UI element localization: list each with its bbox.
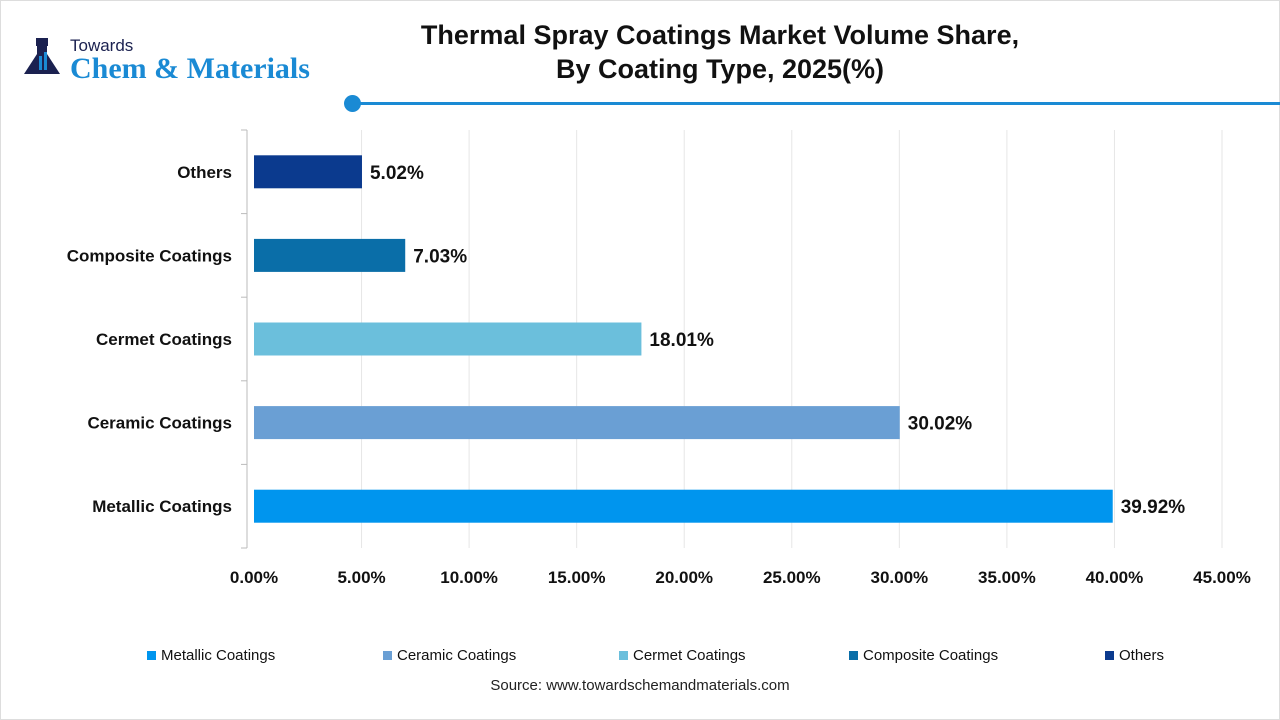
bar-others bbox=[254, 155, 362, 189]
legend-item: Metallic Coatings bbox=[147, 647, 275, 664]
data-label: 18.01% bbox=[649, 330, 714, 351]
x-tick-label: 20.00% bbox=[655, 568, 713, 587]
x-tick-label: 35.00% bbox=[978, 568, 1036, 587]
data-label: 5.02% bbox=[370, 163, 424, 184]
legend-swatch bbox=[849, 651, 858, 660]
legend-swatch bbox=[383, 651, 392, 660]
y-category-label: Cermet Coatings bbox=[96, 330, 232, 349]
source-text: Source: www.towardschemandmaterials.com bbox=[490, 677, 790, 694]
flask-icon bbox=[24, 38, 60, 74]
data-label: 7.03% bbox=[413, 246, 467, 267]
legend-swatch bbox=[147, 651, 156, 660]
title-line-2: By Coating Type, 2025(%) bbox=[555, 54, 885, 84]
x-tick-label: 5.00% bbox=[337, 568, 385, 587]
data-label: 30.02% bbox=[908, 414, 973, 435]
y-category-label: Composite Coatings bbox=[67, 246, 232, 265]
legend-swatch bbox=[1105, 651, 1114, 660]
legend-label: Cermet Coatings bbox=[633, 647, 746, 664]
legend-item: Ceramic Coatings bbox=[383, 647, 516, 664]
legend-item: Others bbox=[1105, 647, 1164, 664]
legend-label: Composite Coatings bbox=[863, 647, 999, 664]
x-tick-label: 0.00% bbox=[230, 568, 278, 587]
legend-item: Composite Coatings bbox=[849, 647, 998, 664]
chart-title: Thermal Spray Coatings Market Volume Sha… bbox=[380, 18, 1060, 86]
logo-text-brand: Chem & Materials bbox=[70, 52, 310, 85]
title-rule-dot bbox=[344, 95, 361, 112]
x-tick-label: 15.00% bbox=[548, 568, 606, 587]
legend-label: Others bbox=[1119, 647, 1165, 664]
legend-label: Metallic Coatings bbox=[161, 647, 276, 664]
x-tick-label: 45.00% bbox=[1193, 568, 1251, 587]
title-line-1: Thermal Spray Coatings Market Volume Sha… bbox=[420, 20, 1020, 50]
y-category-label: Metallic Coatings bbox=[92, 497, 232, 516]
legend-label: Ceramic Coatings bbox=[397, 647, 517, 664]
bar-metallic-coatings bbox=[254, 489, 1113, 523]
bar-composite-coatings bbox=[254, 238, 406, 272]
legend-item: Cermet Coatings bbox=[619, 647, 746, 664]
x-tick-label: 25.00% bbox=[763, 568, 821, 587]
title-rule bbox=[360, 102, 1280, 105]
y-category-label: Others bbox=[177, 163, 232, 182]
y-category-label: Ceramic Coatings bbox=[87, 414, 232, 433]
bar-cermet-coatings bbox=[254, 322, 642, 356]
data-label: 39.92% bbox=[1121, 497, 1186, 518]
bar-chart: 0.00% 5.00% 10.00% 15.00% 20.00% 25.00% 30.00%… bbox=[67, 129, 1251, 587]
legend-swatch bbox=[619, 651, 628, 660]
x-tick-label: 40.00% bbox=[1086, 568, 1144, 587]
logo-text-towards: Towards bbox=[70, 36, 134, 55]
x-tick-label: 10.00% bbox=[440, 568, 498, 587]
bar-ceramic-coatings bbox=[254, 406, 900, 440]
x-tick-label: 30.00% bbox=[870, 568, 928, 587]
